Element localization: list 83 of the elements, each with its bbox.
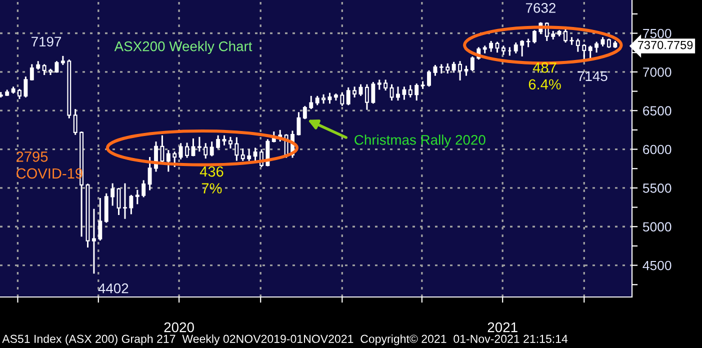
candlestick bbox=[98, 198, 102, 241]
annotation: 7145 bbox=[578, 71, 608, 82]
annotation: 7632 bbox=[526, 3, 556, 13]
candlestick bbox=[42, 64, 46, 76]
candlestick bbox=[433, 64, 438, 76]
candlestick bbox=[191, 138, 196, 156]
candlestick bbox=[228, 136, 232, 148]
y-tick-label: 6000 bbox=[643, 144, 672, 154]
x-tick-label: 2020 bbox=[164, 322, 194, 332]
annotation: 7197 bbox=[32, 36, 62, 47]
candlestick bbox=[520, 40, 524, 56]
candlestick bbox=[216, 135, 220, 148]
y-tick-label: 6500 bbox=[643, 106, 672, 116]
text: AS51 Index (ASX 200) Graph 217 Weekly 02NOV2019-01NOV2021 Copyright© 2021 01-Nov-2021 21:15:14 bbox=[2, 334, 568, 346]
candlestick bbox=[30, 64, 34, 80]
candlestick bbox=[458, 61, 462, 80]
candlestick bbox=[296, 112, 301, 136]
candlestick bbox=[197, 136, 202, 152]
candlestick bbox=[185, 142, 190, 158]
candlestick bbox=[439, 64, 444, 74]
annotation: Christmas Rally 2020 bbox=[354, 134, 486, 148]
candlestick bbox=[346, 87, 350, 106]
annotation: 4402 bbox=[98, 283, 128, 294]
candlestick bbox=[328, 92, 332, 104]
candlestick bbox=[594, 42, 599, 53]
candlestick bbox=[402, 86, 406, 100]
candlestick bbox=[452, 62, 456, 73]
candlestick bbox=[340, 92, 344, 106]
candlestick bbox=[570, 37, 574, 45]
candlestick bbox=[24, 76, 28, 98]
candlestick bbox=[204, 143, 208, 159]
annotation: 487 6.4% bbox=[528, 62, 561, 90]
y-tick-label: 4500 bbox=[642, 260, 672, 270]
candlestick bbox=[576, 38, 580, 52]
annotation: 436 7% bbox=[200, 166, 224, 194]
candlestick bbox=[420, 81, 425, 89]
candlestick bbox=[364, 84, 369, 110]
candlestick bbox=[178, 143, 183, 160]
candlestick bbox=[489, 41, 494, 52]
candlestick bbox=[408, 85, 412, 98]
candlestick bbox=[54, 61, 59, 73]
candlestick bbox=[148, 157, 152, 190]
candlestick bbox=[234, 137, 239, 161]
candlestick bbox=[582, 44, 586, 62]
candlestick bbox=[73, 109, 78, 135]
candlestick bbox=[210, 142, 214, 156]
candlestick bbox=[414, 84, 419, 101]
candlestick bbox=[352, 86, 357, 98]
candlestick bbox=[166, 150, 170, 172]
candlestick bbox=[116, 188, 121, 216]
candlestick bbox=[302, 106, 307, 120]
text: ASX200 Weekly Chart bbox=[114, 41, 252, 54]
y-tick-label: 7500 bbox=[643, 28, 672, 38]
candlestick bbox=[427, 70, 431, 87]
candlestick bbox=[588, 46, 592, 59]
candlestick bbox=[160, 135, 164, 164]
candlestick bbox=[110, 183, 115, 206]
candlestick bbox=[309, 96, 314, 110]
y-tick-label: 7000 bbox=[643, 67, 672, 77]
candlestick bbox=[470, 56, 474, 72]
candlestick bbox=[142, 180, 146, 198]
candlestick bbox=[514, 42, 518, 54]
candlestick bbox=[532, 30, 536, 44]
candlestick bbox=[240, 148, 245, 161]
candlestick bbox=[172, 152, 177, 168]
y-tick-label: 5000 bbox=[642, 222, 672, 232]
candlestick bbox=[154, 142, 158, 172]
candlestick bbox=[384, 80, 388, 90]
candlestick bbox=[358, 84, 363, 96]
candlestick bbox=[526, 38, 530, 48]
candlestick bbox=[564, 29, 568, 43]
candlestick bbox=[390, 84, 394, 101]
candlestick bbox=[396, 86, 400, 101]
y-tick-label: 5500 bbox=[642, 184, 672, 193]
candlestick bbox=[123, 183, 127, 219]
candlestick bbox=[129, 194, 134, 214]
candlestick bbox=[92, 208, 96, 274]
candlestick bbox=[247, 149, 252, 161]
x-tick-label: 2021 bbox=[488, 322, 518, 332]
candlestick bbox=[371, 82, 376, 104]
annotation: 7370.7759 bbox=[638, 40, 693, 50]
candlestick bbox=[253, 148, 258, 162]
candlestick bbox=[135, 190, 140, 204]
